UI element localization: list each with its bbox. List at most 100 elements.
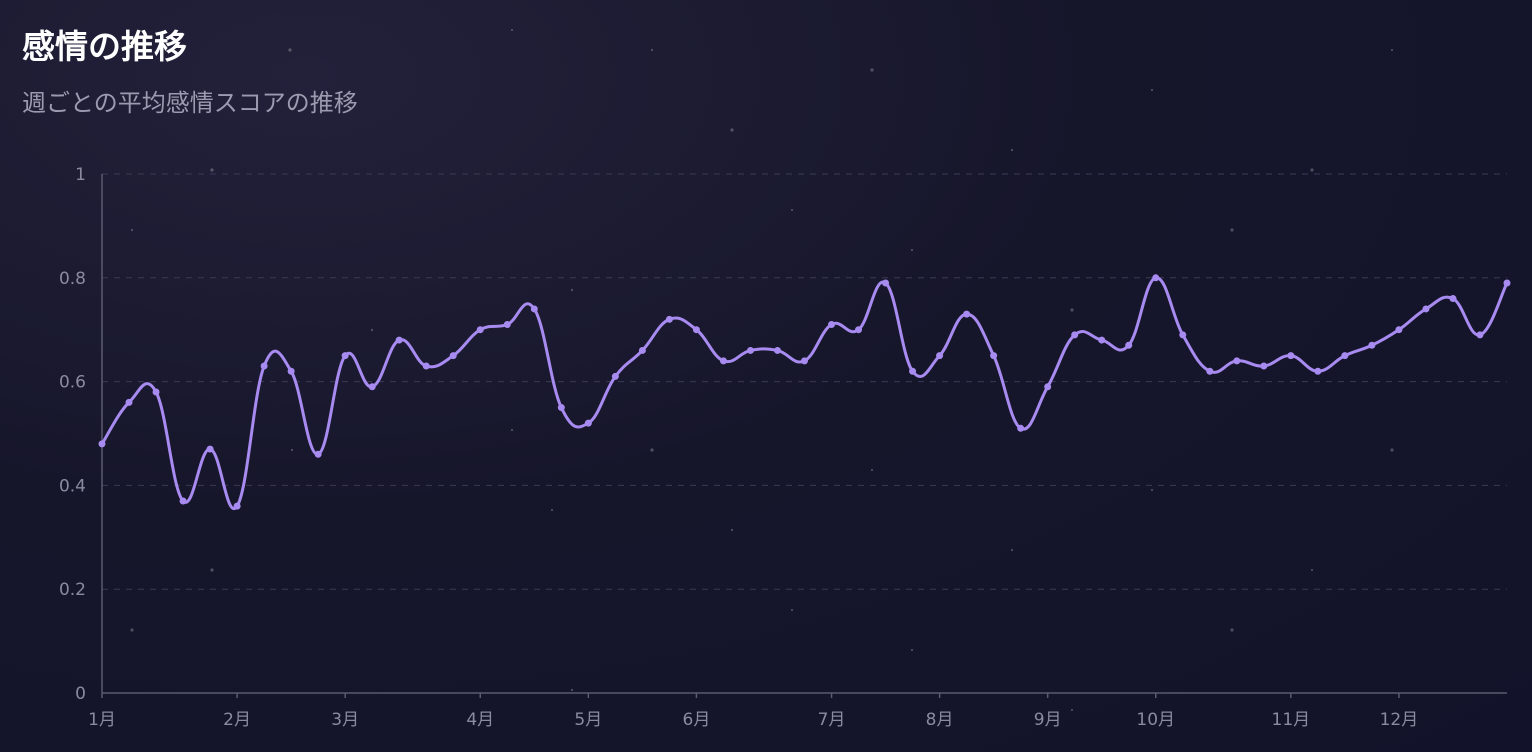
x-tick-label: 7月	[818, 710, 846, 730]
data-point[interactable]	[1206, 367, 1214, 375]
data-point[interactable]	[1341, 352, 1349, 360]
data-point[interactable]	[341, 352, 349, 360]
data-point[interactable]	[828, 321, 836, 329]
data-point[interactable]	[287, 367, 295, 375]
background-star	[790, 208, 794, 212]
data-point[interactable]	[530, 305, 538, 313]
data-point[interactable]	[314, 450, 322, 458]
y-tick-label: 0.8	[59, 269, 86, 289]
y-tick-label: 1	[75, 165, 86, 185]
x-tick-label: 8月	[926, 710, 954, 730]
background-star	[1230, 228, 1234, 232]
data-point[interactable]	[584, 419, 592, 427]
data-point[interactable]	[206, 445, 214, 453]
data-point[interactable]	[1260, 362, 1268, 370]
x-tick-label: 4月	[466, 710, 494, 730]
data-point[interactable]	[1071, 331, 1079, 339]
y-tick-label: 0	[75, 684, 86, 704]
data-point[interactable]	[1503, 279, 1511, 287]
background-star	[1310, 568, 1314, 572]
data-point[interactable]	[855, 326, 863, 334]
data-point[interactable]	[557, 404, 565, 412]
data-point[interactable]	[638, 346, 646, 354]
data-point[interactable]	[368, 383, 376, 391]
background-star	[290, 448, 294, 452]
x-tick-label: 11月	[1272, 710, 1311, 730]
data-point[interactable]	[1476, 331, 1484, 339]
data-point[interactable]	[990, 352, 998, 360]
data-point[interactable]	[1179, 331, 1187, 339]
data-point[interactable]	[1449, 295, 1457, 303]
data-point[interactable]	[179, 497, 187, 505]
data-point[interactable]	[611, 372, 619, 380]
data-point[interactable]	[1395, 326, 1403, 334]
data-point[interactable]	[260, 362, 268, 370]
data-point[interactable]	[963, 310, 971, 318]
background-star	[510, 28, 514, 32]
background-star	[730, 528, 734, 532]
background-star	[1230, 628, 1234, 632]
data-point[interactable]	[882, 279, 890, 287]
y-tick-label: 0.2	[59, 580, 86, 600]
chart-header: 感情の推移 週ごとの平均感情スコアの推移	[22, 22, 358, 120]
data-point[interactable]	[665, 315, 673, 323]
x-tick-label: 2月	[223, 710, 251, 730]
data-point[interactable]	[692, 326, 700, 334]
x-tick-label: 6月	[683, 710, 711, 730]
background-star	[1150, 488, 1154, 492]
data-point[interactable]	[773, 346, 781, 354]
data-point[interactable]	[1044, 383, 1052, 391]
data-point[interactable]	[422, 362, 430, 370]
x-tick-label: 9月	[1034, 710, 1062, 730]
background-star	[790, 608, 794, 612]
background-star	[130, 228, 134, 232]
background-star	[1070, 308, 1074, 312]
data-point[interactable]	[1368, 341, 1376, 349]
data-point[interactable]	[1233, 357, 1241, 365]
data-point[interactable]	[909, 367, 917, 375]
chart-title: 感情の推移	[22, 27, 187, 66]
x-tick-label: 12月	[1380, 710, 1419, 730]
data-point[interactable]	[1422, 305, 1430, 313]
data-point[interactable]	[1314, 367, 1322, 375]
background-star	[870, 68, 874, 72]
x-tick-label: 3月	[331, 710, 359, 730]
background-star	[1390, 48, 1394, 52]
data-point[interactable]	[1287, 352, 1295, 360]
chart-subtitle: 週ごとの平均感情スコアの推移	[22, 89, 358, 117]
y-tick-label: 0.6	[59, 373, 86, 393]
data-point[interactable]	[98, 440, 106, 448]
data-point[interactable]	[801, 357, 808, 365]
y-axis-ticks: 0 0.2 0.4 0.6 0.8 1	[59, 165, 86, 704]
data-point[interactable]	[1017, 424, 1025, 432]
data-point[interactable]	[395, 336, 403, 344]
background-star	[1010, 548, 1014, 552]
background-star	[570, 288, 574, 292]
data-point[interactable]	[1152, 274, 1160, 282]
background-star	[210, 568, 214, 572]
series-layer	[98, 274, 1511, 511]
chart-grid	[102, 173, 1507, 590]
background-star	[570, 688, 574, 692]
x-tick-label: 5月	[574, 710, 602, 730]
background-star	[130, 628, 134, 632]
data-point[interactable]	[233, 502, 241, 510]
data-point[interactable]	[152, 388, 160, 396]
background-star	[910, 648, 914, 652]
data-point[interactable]	[746, 346, 754, 354]
background-star	[1150, 88, 1154, 92]
data-point[interactable]	[125, 398, 133, 406]
data-point[interactable]	[936, 352, 944, 360]
data-point[interactable]	[503, 321, 511, 329]
data-point[interactable]	[476, 326, 484, 334]
data-point[interactable]	[719, 357, 727, 365]
data-point[interactable]	[1098, 336, 1106, 344]
background-star	[650, 448, 654, 452]
data-point[interactable]	[449, 352, 457, 360]
background-star	[1310, 168, 1314, 172]
y-tick-label: 0.4	[59, 476, 86, 496]
background-star	[870, 468, 874, 472]
data-point[interactable]	[1125, 341, 1133, 349]
x-tick-label: 1月	[88, 710, 116, 730]
